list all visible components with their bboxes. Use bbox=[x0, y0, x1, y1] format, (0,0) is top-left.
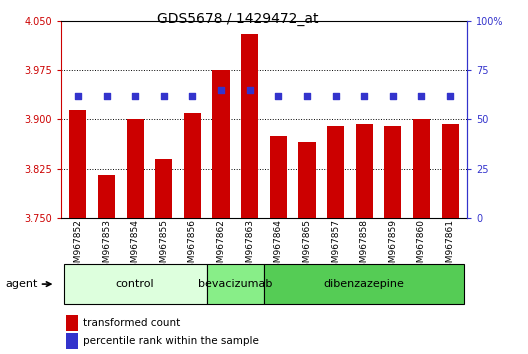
Bar bbox=[98, 175, 115, 218]
Point bbox=[131, 93, 139, 99]
Bar bbox=[241, 34, 258, 218]
Point bbox=[360, 93, 369, 99]
Text: transformed count: transformed count bbox=[83, 318, 180, 328]
Text: GDS5678 / 1429472_at: GDS5678 / 1429472_at bbox=[157, 12, 318, 27]
Bar bbox=[69, 110, 87, 218]
Point bbox=[417, 93, 426, 99]
Bar bbox=[384, 126, 401, 218]
Point bbox=[332, 93, 340, 99]
Bar bbox=[327, 126, 344, 218]
Bar bbox=[212, 70, 230, 218]
Point bbox=[188, 93, 196, 99]
Point bbox=[217, 87, 225, 93]
Text: bevacizumab: bevacizumab bbox=[198, 279, 272, 289]
Bar bbox=[270, 136, 287, 218]
Bar bbox=[184, 113, 201, 218]
Point bbox=[389, 93, 397, 99]
Text: control: control bbox=[116, 279, 155, 289]
Text: agent: agent bbox=[5, 279, 37, 289]
Point bbox=[159, 93, 168, 99]
Point bbox=[246, 87, 254, 93]
Text: dibenzazepine: dibenzazepine bbox=[324, 279, 404, 289]
Bar bbox=[155, 159, 172, 218]
Bar bbox=[298, 142, 316, 218]
Point bbox=[446, 93, 454, 99]
Bar bbox=[441, 124, 459, 218]
Bar bbox=[356, 124, 373, 218]
Point bbox=[274, 93, 282, 99]
Point bbox=[102, 93, 111, 99]
Text: percentile rank within the sample: percentile rank within the sample bbox=[83, 336, 259, 346]
Point bbox=[303, 93, 311, 99]
Bar bbox=[127, 120, 144, 218]
Bar bbox=[413, 120, 430, 218]
Point bbox=[74, 93, 82, 99]
